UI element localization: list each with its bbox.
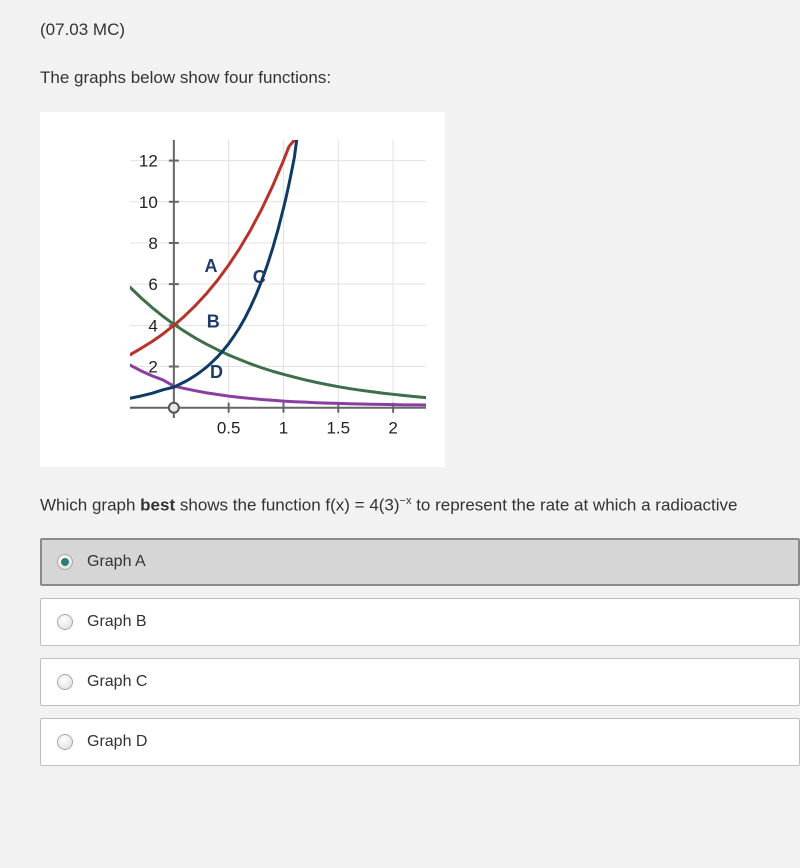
stem-bold: best xyxy=(140,496,175,515)
radio-icon xyxy=(57,614,73,630)
answer-options: Graph A Graph B Graph C Graph D xyxy=(40,538,800,766)
svg-text:1: 1 xyxy=(279,419,288,438)
svg-text:0.5: 0.5 xyxy=(217,419,241,438)
option-label: Graph B xyxy=(87,613,147,631)
svg-text:8: 8 xyxy=(148,234,157,253)
svg-text:A: A xyxy=(205,256,218,276)
answer-option[interactable]: Graph C xyxy=(40,658,800,706)
answer-option[interactable]: Graph B xyxy=(40,598,800,646)
stem-text: Which graph xyxy=(40,496,140,515)
svg-text:B: B xyxy=(207,311,220,331)
radio-icon xyxy=(57,674,73,690)
svg-text:D: D xyxy=(210,362,223,382)
radio-icon xyxy=(57,734,73,750)
svg-text:2: 2 xyxy=(388,419,397,438)
svg-text:10: 10 xyxy=(139,193,158,212)
svg-text:12: 12 xyxy=(139,152,158,171)
answer-option[interactable]: Graph A xyxy=(40,538,800,586)
chart-container: 2 4 6 8 10 12 0.5 1 1.5 2 A B C D xyxy=(40,112,445,467)
svg-text:6: 6 xyxy=(148,275,157,294)
svg-text:2: 2 xyxy=(148,358,157,377)
question-intro: The graphs below show four functions: xyxy=(40,68,800,88)
stem-text: to represent the rate at which a radioac… xyxy=(411,496,737,515)
function-graph: 2 4 6 8 10 12 0.5 1 1.5 2 A B C D xyxy=(50,122,435,457)
question-panel: (07.03 MC) The graphs below show four fu… xyxy=(0,0,800,798)
radio-icon xyxy=(57,554,73,570)
option-label: Graph D xyxy=(87,733,147,751)
question-stem: Which graph best shows the function f(x)… xyxy=(40,495,800,516)
stem-text: shows the function f(x) = 4(3) xyxy=(175,496,399,515)
answer-option[interactable]: Graph D xyxy=(40,718,800,766)
option-label: Graph A xyxy=(87,553,146,571)
svg-text:C: C xyxy=(253,267,266,287)
svg-text:4: 4 xyxy=(148,316,157,335)
question-code: (07.03 MC) xyxy=(40,20,800,40)
option-label: Graph C xyxy=(87,673,147,691)
svg-text:1.5: 1.5 xyxy=(326,419,350,438)
stem-exponent: −x xyxy=(400,495,412,507)
